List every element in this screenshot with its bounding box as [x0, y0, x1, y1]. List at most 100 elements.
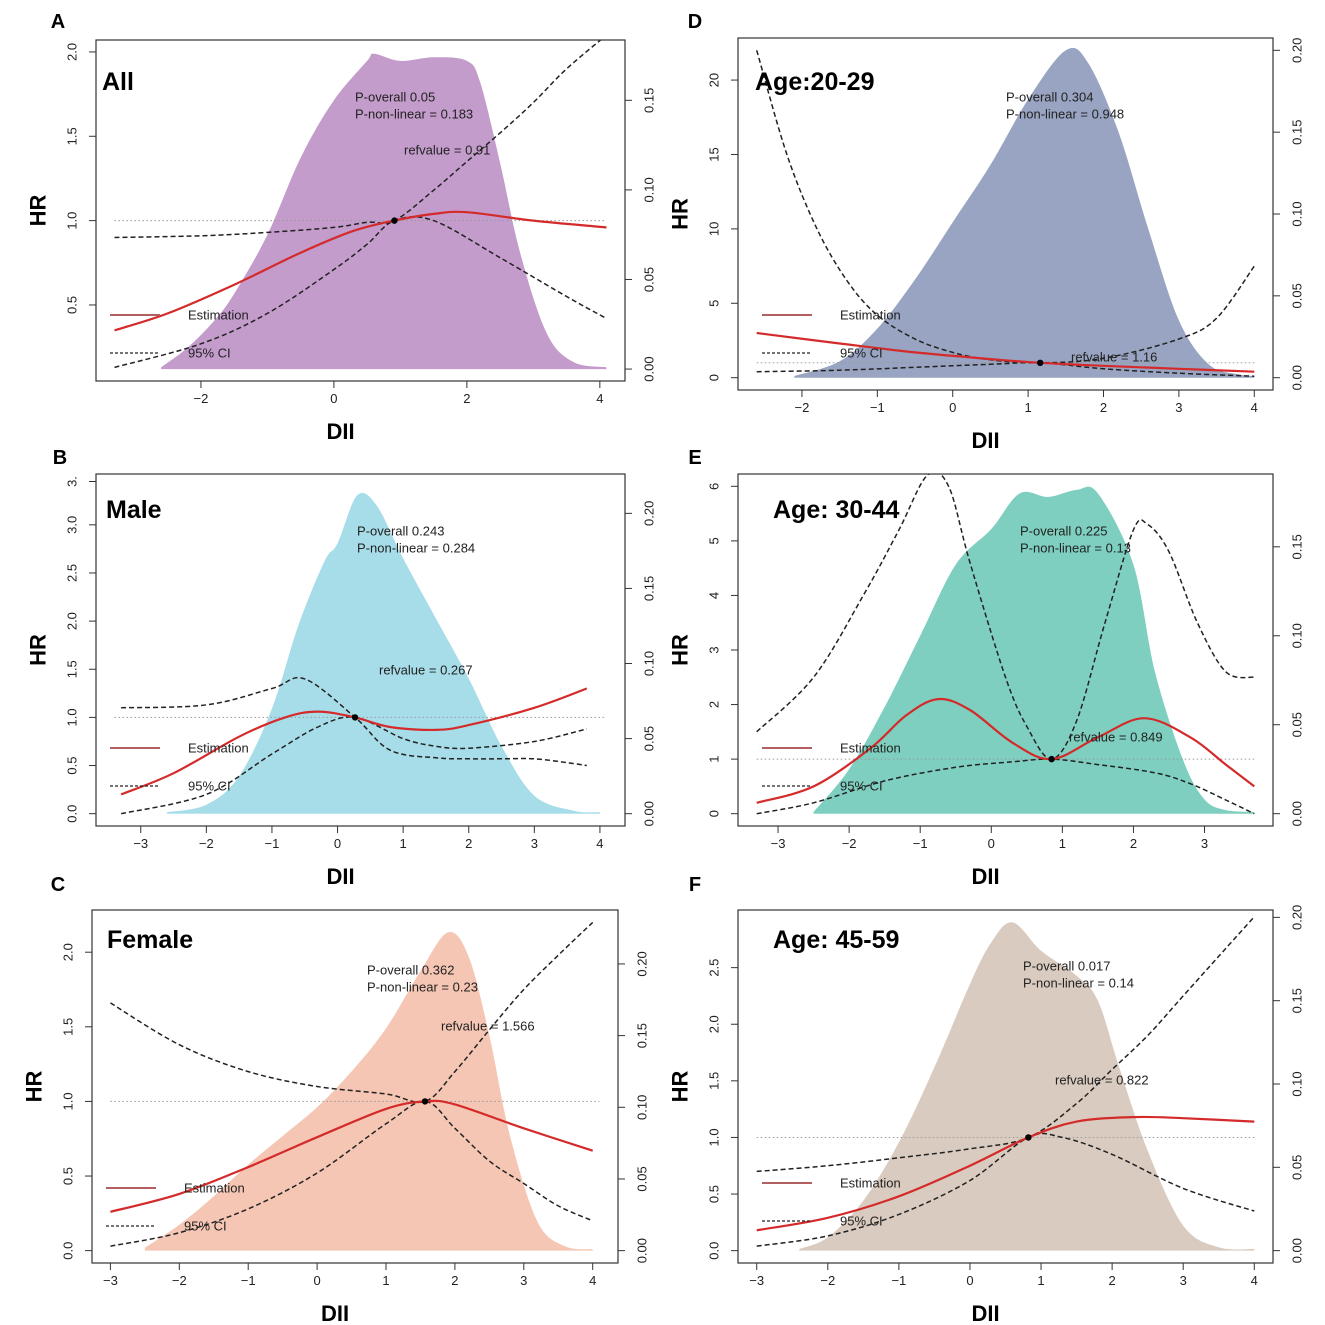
legend-estimation-label: Estimation: [840, 308, 901, 323]
y-tick-label: 0.5: [65, 296, 80, 314]
y2-tick-label: 0.20: [1290, 905, 1305, 930]
y-axis-title: HR: [26, 634, 51, 666]
y2-tick-label: 0.00: [1290, 801, 1305, 826]
x-tick-label: 2: [465, 836, 472, 851]
x-tick-label: 3: [1180, 1273, 1187, 1288]
x-tick-label: 1: [382, 1273, 389, 1288]
y-tick-label: 2: [707, 701, 722, 708]
panel-letter: F: [689, 874, 701, 896]
p-overall-text: P-overall 0.304: [1006, 90, 1093, 105]
density-area: [167, 492, 600, 814]
x-tick-label: 4: [596, 836, 603, 851]
x-tick-label: 0: [949, 400, 956, 415]
x-tick-label: 1: [1059, 836, 1066, 851]
x-tick-label: −2: [172, 1273, 187, 1288]
legend-ci-label: 95% CI: [184, 1219, 227, 1234]
y-axis-title: HR: [26, 195, 51, 227]
x-axis-title: DII: [326, 419, 354, 444]
density-area: [161, 53, 607, 370]
refvalue-point: [1048, 755, 1055, 763]
p-overall-text: P-overall 0.05: [355, 90, 435, 105]
plot-area: [756, 474, 1255, 815]
y2-tick-label: 0.00: [642, 356, 657, 381]
y2-tick-label: 0.10: [642, 177, 657, 202]
y2-tick-label: 0.20: [635, 951, 650, 976]
y-axis: 0.0 0.5 1.0 1.5 2.0 2.5: [707, 959, 738, 1260]
p-nonlinear-text: P-non-linear = 0.13: [1020, 541, 1131, 556]
y2-axis: 0.00 0.05 0.10 0.15: [625, 88, 657, 382]
y2-tick-label: 0.00: [635, 1238, 650, 1263]
estimation-line: [114, 210, 607, 332]
density-area: [813, 486, 1255, 814]
x-tick-label: −1: [913, 836, 928, 851]
y-tick-label: 15: [707, 147, 722, 161]
panel-E: −3 −2 −1 0 1 2 3 0 1 2 3 4 5 6 0.00 0.05 0.10 0.15 DII HR E A…: [668, 447, 1305, 889]
x-axis: −2 0 2 4: [194, 381, 603, 406]
y2-tick-label: 0.15: [635, 1023, 650, 1048]
y2-tick-label: 0.15: [1290, 988, 1305, 1013]
y-tick-label: 0.0: [65, 805, 80, 823]
group-title: Age: 45-59: [773, 926, 899, 954]
x-tick-label: 4: [1251, 1273, 1258, 1288]
y-axis: 0 5 10 15 20: [707, 73, 738, 381]
x-tick-label: 2: [1100, 400, 1107, 415]
x-tick-label: −2: [194, 391, 209, 406]
x-tick-label: −1: [870, 400, 885, 415]
y-tick-label: 2.0: [65, 612, 80, 630]
y2-tick-label: 0.00: [1290, 365, 1305, 390]
x-tick-label: −3: [771, 836, 786, 851]
panel-letter: B: [53, 447, 67, 469]
y-axis-title: HR: [668, 198, 693, 230]
density-area: [794, 47, 1255, 378]
group-title: Age:20-29: [755, 68, 875, 96]
x-tick-label: 4: [1251, 400, 1258, 415]
y-tick-label: 0: [707, 374, 722, 381]
y-axis-title: HR: [668, 1071, 693, 1103]
refvalue-point: [421, 1098, 429, 1105]
y-axis: 0.0 0.5 1.0 1.5 2.0 2.5 3.0 3.: [65, 476, 96, 823]
y2-tick-label: 0.15: [1290, 534, 1305, 559]
x-tick-label: 3: [520, 1273, 527, 1288]
y-tick-label: 2.0: [61, 943, 76, 961]
legend: Estimation 95% CI: [110, 741, 249, 794]
refvalue-text: refvalue = 0.849: [1069, 730, 1163, 745]
p-overall-text: P-overall 0.243: [357, 524, 444, 539]
panel-letter: E: [688, 447, 701, 469]
legend-estimation-label: Estimation: [184, 1181, 245, 1196]
ci-upper-line: [756, 474, 1255, 760]
y2-tick-label: 0.15: [642, 88, 657, 113]
panel-F: −3 −2 −1 0 1 2 3 4 0.0 0.5 1.0 1.5 2.0 2.5 0.00 0.05 0.1…: [668, 874, 1305, 1325]
plot-area: [755, 47, 1255, 378]
x-tick-label: −1: [891, 1273, 906, 1288]
legend: Estimation 95% CI: [110, 308, 249, 361]
x-tick-label: 0: [966, 1273, 973, 1288]
y-tick-label: 1.5: [65, 660, 80, 678]
x-tick-label: −2: [199, 836, 214, 851]
panel-letter: A: [51, 11, 65, 33]
y2-tick-label: 0.20: [642, 501, 657, 526]
x-tick-label: 4: [596, 391, 603, 406]
y2-tick-label: 0.05: [642, 267, 657, 292]
plot-area: [114, 40, 607, 370]
y2-tick-label: 0.10: [1290, 623, 1305, 648]
x-axis: −3 −2 −1 0 1 2 3 4: [749, 1263, 1258, 1288]
ci-lower-line: [756, 361, 1255, 377]
x-tick-label: −3: [749, 1273, 764, 1288]
panel-letter: C: [51, 874, 65, 896]
y-tick-label: 5: [707, 300, 722, 307]
y2-tick-label: 0.10: [635, 1095, 650, 1120]
y2-axis: 0.00 0.05 0.10 0.15 0.20: [625, 501, 657, 826]
x-tick-label: 1: [400, 836, 407, 851]
y-tick-label: 0.0: [707, 1242, 722, 1260]
x-tick-label: −2: [842, 836, 857, 851]
x-tick-label: 0: [330, 391, 337, 406]
y2-tick-label: 0.15: [642, 576, 657, 601]
y2-tick-label: 0.10: [1290, 1071, 1305, 1096]
x-tick-label: 3: [1201, 836, 1208, 851]
refvalue-point: [1036, 359, 1044, 366]
x-tick-label: −1: [265, 836, 280, 851]
estimation-line: [756, 331, 1255, 373]
legend-ci-label: 95% CI: [840, 779, 883, 794]
group-title: Female: [107, 926, 193, 954]
y-tick-label: 0.0: [61, 1242, 76, 1260]
